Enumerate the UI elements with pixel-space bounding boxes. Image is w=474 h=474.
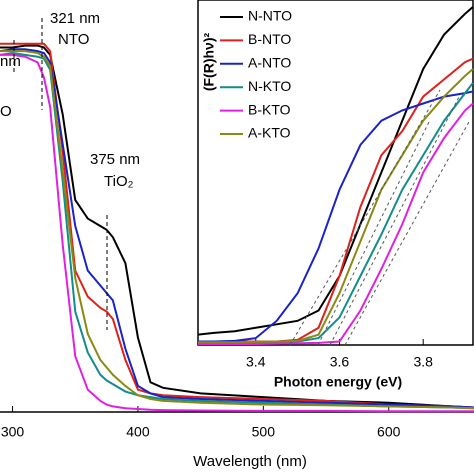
series-line [0, 42, 474, 409]
x-axis-label: Wavelength (nm) [193, 453, 307, 470]
x-tick-label: 300 [1, 424, 25, 440]
series-line [0, 53, 474, 413]
legend-label: B-KTO [248, 101, 291, 117]
annotation: NTO [58, 31, 89, 48]
inset-x-axis-label: Photon energy (eV) [274, 374, 402, 390]
annotation: nm [0, 53, 21, 70]
legend-label: A-KTO [248, 125, 291, 141]
annotation: 321 nm [50, 10, 100, 27]
legend-label: B-NTO [248, 31, 291, 47]
series-line [198, 102, 474, 345]
main-plot: 300 400 500 600 [0, 42, 474, 440]
series-line [198, 90, 474, 343]
x-tick-label: 500 [252, 424, 276, 440]
x-tick-label: 3.8 [413, 354, 433, 370]
annotation: 375 nm [90, 151, 140, 168]
x-tick-label: 3.6 [330, 354, 350, 370]
inset-plot: 3.4 3.6 3.8 N-NTO B-NTO A-NTO N-KTO B-KTO A-KTO [197, 6, 474, 370]
series-line [0, 48, 474, 409]
series-line [0, 50, 474, 410]
series-line [0, 52, 474, 410]
x-tick-label: 3.4 [246, 354, 266, 370]
x-tick-label: 400 [126, 424, 150, 440]
legend-label: N-NTO [248, 8, 292, 24]
series-line [198, 68, 474, 344]
inset-frame [197, 0, 474, 346]
tangent-lines [289, 89, 471, 346]
annotation: TiO₂ [104, 173, 134, 190]
legend-label: A-NTO [248, 55, 291, 71]
x-tick-label: 600 [377, 424, 401, 440]
legend-label: N-KTO [248, 78, 291, 94]
annotation: O [0, 103, 12, 120]
inset-y-axis-label: (F(R)hν)² [201, 33, 217, 92]
